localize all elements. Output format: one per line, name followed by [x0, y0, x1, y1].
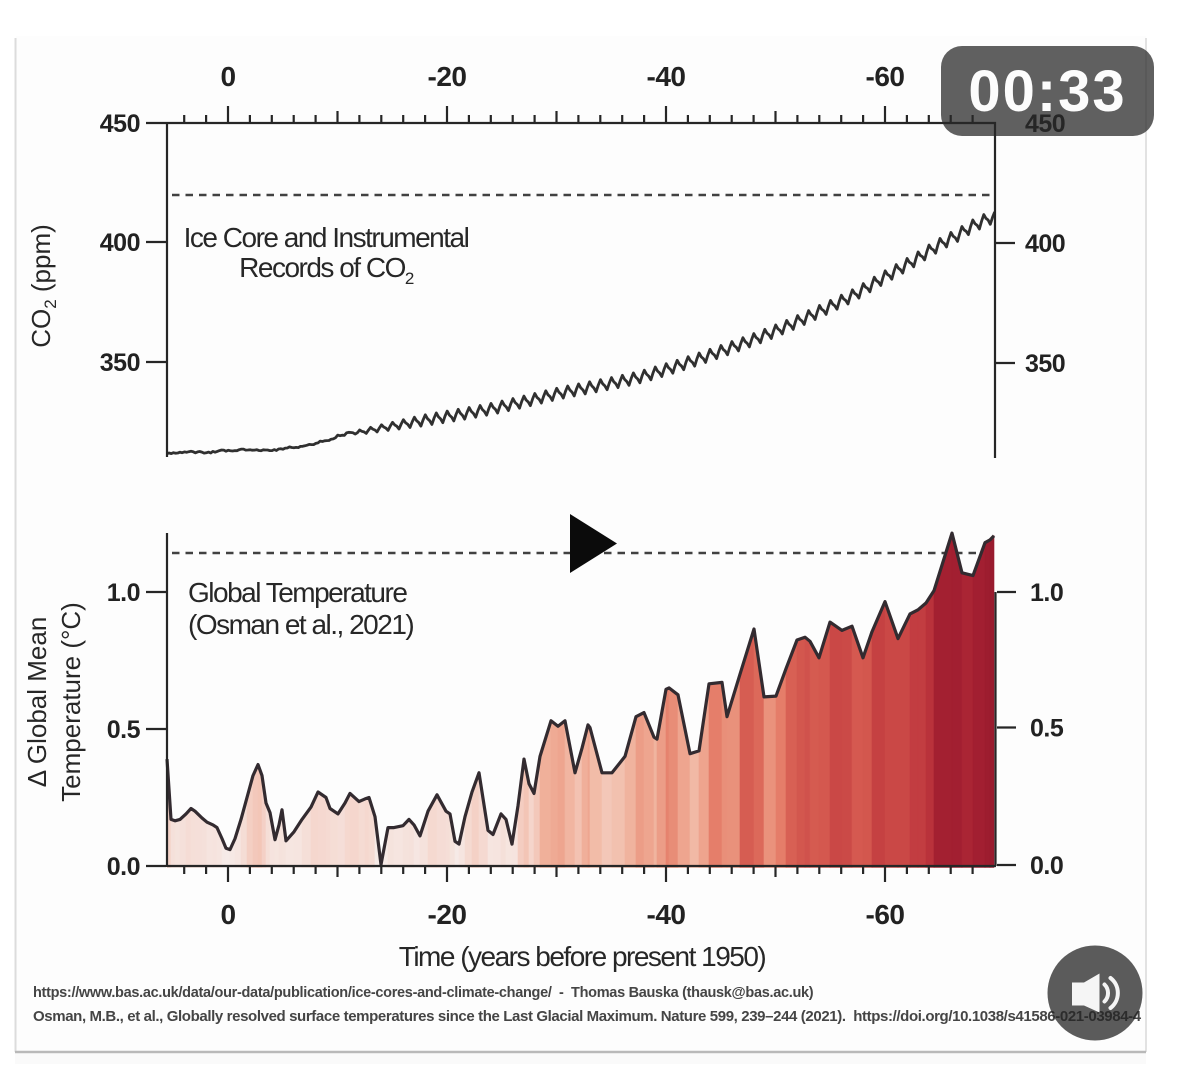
svg-text:400: 400: [100, 229, 140, 257]
svg-text:1.0: 1.0: [1030, 579, 1063, 607]
svg-text:Time (years before present 195: Time (years before present 1950): [399, 941, 766, 972]
svg-text:00:33: 00:33: [968, 59, 1126, 124]
svg-text:0.0: 0.0: [1030, 852, 1063, 880]
svg-text:450: 450: [100, 110, 140, 138]
svg-text:-20: -20: [428, 61, 467, 92]
svg-text:0.5: 0.5: [1030, 715, 1064, 743]
svg-text:Δ Global Mean: Δ Global Mean: [22, 617, 52, 788]
svg-text:Temperature (°C): Temperature (°C): [56, 602, 86, 802]
svg-text:400: 400: [1025, 230, 1065, 258]
svg-text:Global Temperature: Global Temperature: [188, 577, 407, 608]
svg-text:https://www.bas.ac.uk/data/our: https://www.bas.ac.uk/data/our-data/publ…: [33, 985, 814, 1001]
svg-text:(Osman et al., 2021): (Osman et al., 2021): [188, 609, 413, 640]
svg-text:-20: -20: [428, 899, 467, 930]
svg-text:-60: -60: [866, 61, 905, 92]
svg-text:1.0: 1.0: [107, 579, 140, 607]
svg-text:0: 0: [220, 899, 235, 930]
svg-text:-40: -40: [647, 899, 686, 930]
svg-text:350: 350: [1025, 350, 1065, 378]
svg-text:0: 0: [220, 61, 235, 92]
svg-text:350: 350: [100, 349, 140, 377]
svg-text:0.0: 0.0: [107, 853, 140, 881]
svg-text:-60: -60: [866, 899, 905, 930]
svg-text:-40: -40: [647, 61, 686, 92]
svg-text:Ice Core and Instrumental: Ice Core and Instrumental: [184, 222, 469, 253]
svg-text:Osman, M.B., et al., Globally: Osman, M.B., et al., Globally resolved s…: [33, 1008, 1142, 1025]
svg-text:Records of CO2: Records of CO2: [239, 252, 414, 288]
svg-text:0.5: 0.5: [107, 716, 141, 744]
svg-text:CO2 (ppm): CO2 (ppm): [26, 224, 60, 348]
